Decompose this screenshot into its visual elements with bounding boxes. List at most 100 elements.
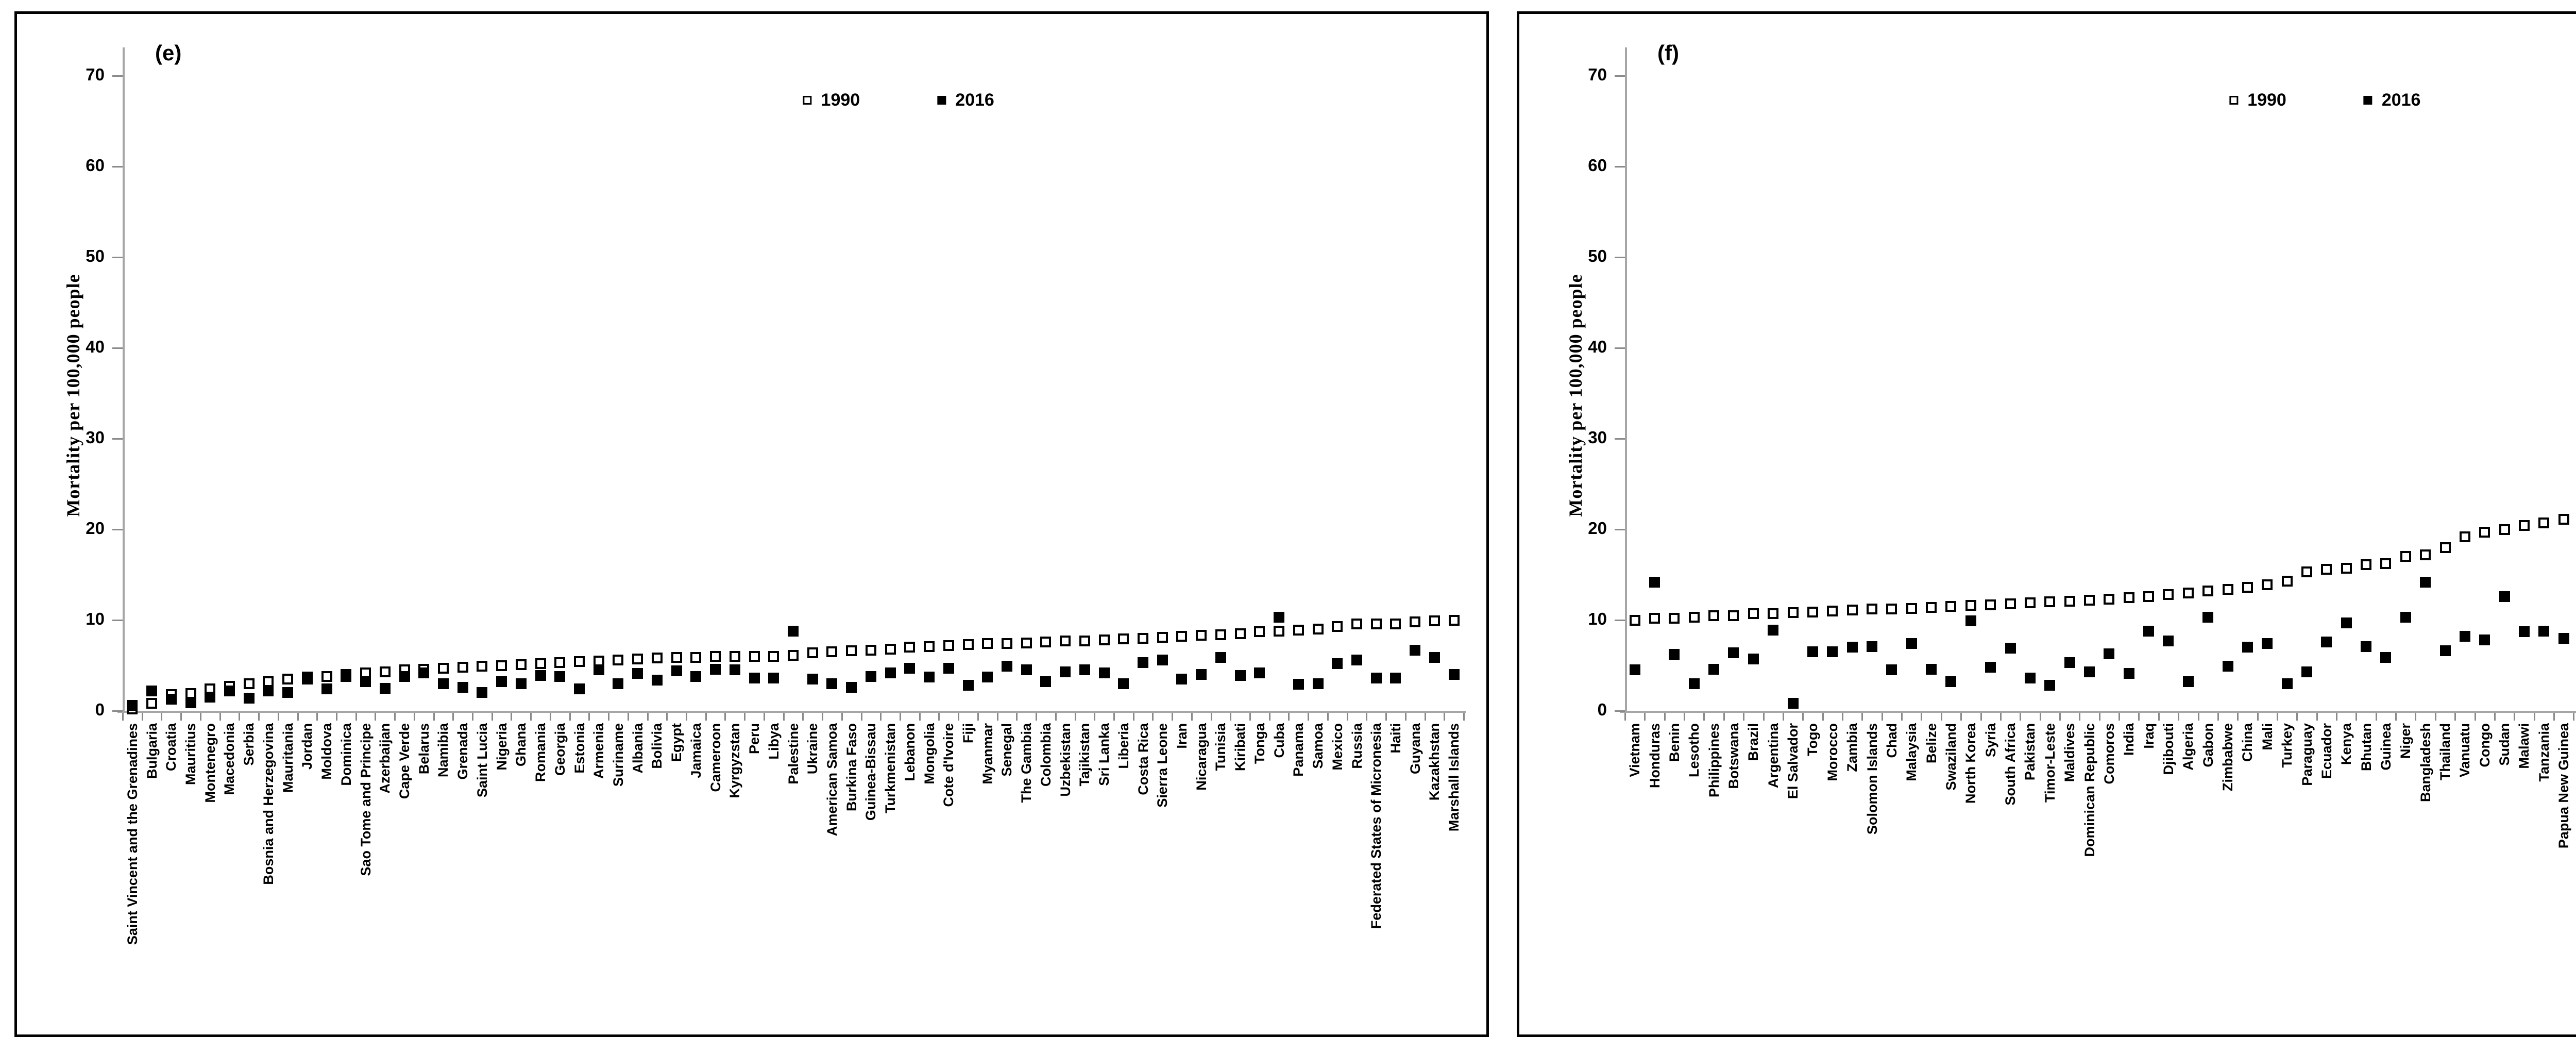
x-tick bbox=[724, 713, 726, 721]
marker-2016-Iran bbox=[1176, 673, 1188, 684]
x-category-label: Macedonia bbox=[222, 723, 238, 795]
x-tick bbox=[2059, 713, 2061, 721]
marker-1990-Cuba bbox=[1274, 625, 1285, 637]
marker-2016-Iraq bbox=[2143, 625, 2155, 637]
x-tick bbox=[2138, 713, 2140, 721]
marker-2016-Palestine bbox=[788, 625, 799, 637]
x-tick bbox=[1980, 713, 1982, 721]
x-category-label: Syria bbox=[1982, 723, 1998, 758]
y-tick-label: 10 bbox=[1588, 609, 1607, 628]
marker-2016-Liberia bbox=[1118, 678, 1129, 689]
marker-1990-Solomon Islands bbox=[1867, 604, 1878, 615]
marker-1990-Kyrgyzstan bbox=[729, 650, 740, 662]
marker-1990-Russia bbox=[1351, 618, 1362, 629]
x-category-label: Djibouti bbox=[2160, 723, 2176, 775]
y-tick bbox=[1615, 620, 1625, 621]
marker-1990-Saint Lucia bbox=[477, 661, 488, 672]
panel-e-letter: (e) bbox=[155, 41, 182, 65]
marker-1990-Thailand bbox=[2439, 542, 2451, 553]
x-category-label: Vietnam bbox=[1627, 723, 1643, 777]
x-tick bbox=[2336, 713, 2338, 721]
x-tick bbox=[355, 713, 357, 721]
x-category-label: Nicaragua bbox=[1193, 723, 1209, 791]
marker-1990-Palestine bbox=[788, 650, 799, 661]
marker-2016-Kazakhstan bbox=[1429, 652, 1440, 663]
marker-2016-Azerbaijan bbox=[379, 682, 391, 694]
marker-1990-Tajikistan bbox=[1079, 635, 1090, 646]
marker-1990-Sierra Leone bbox=[1157, 631, 1168, 643]
marker-1990-Cameroon bbox=[710, 650, 721, 662]
x-category-label: Argentina bbox=[1765, 723, 1781, 789]
x-category-label: Kiribati bbox=[1232, 723, 1248, 772]
x-category-label: El Salvador bbox=[1785, 723, 1801, 799]
marker-2016-Lebanon bbox=[904, 662, 916, 674]
x-category-label: Malawi bbox=[2516, 723, 2532, 769]
marker-1990-Mexico bbox=[1332, 621, 1343, 632]
x-tick bbox=[1999, 713, 2002, 721]
x-tick bbox=[1940, 713, 1942, 721]
x-tick bbox=[161, 713, 163, 721]
marker-1990-El Salvador bbox=[1787, 607, 1799, 619]
x-tick bbox=[1921, 713, 1923, 721]
y-tick bbox=[112, 75, 123, 77]
x-category-label: Sierra Leone bbox=[1155, 723, 1171, 808]
x-tick bbox=[1684, 713, 1686, 721]
marker-2016-Mauritania bbox=[282, 687, 294, 698]
x-category-label: Ghana bbox=[513, 723, 529, 767]
x-category-label: Fiji bbox=[960, 723, 976, 743]
x-category-label: Bosnia and Herzegovina bbox=[260, 723, 276, 885]
marker-2016-Saint Vincent and the Grenadines bbox=[127, 699, 138, 711]
y-tick-label: 0 bbox=[1597, 700, 1607, 719]
x-category-label: Maldives bbox=[2062, 723, 2078, 782]
marker-2016-Jordan bbox=[301, 673, 313, 684]
x-tick bbox=[1822, 713, 1824, 721]
marker-2016-Zambia bbox=[1846, 642, 1858, 653]
marker-2016-Dominican Republic bbox=[2084, 666, 2095, 677]
x-tick bbox=[1444, 713, 1446, 721]
marker-2016-Congo bbox=[2479, 634, 2490, 646]
x-tick bbox=[2553, 713, 2555, 721]
y-tick bbox=[1615, 710, 1625, 712]
marker-2016-Guyana bbox=[1410, 644, 1421, 656]
marker-2016-Tajikistan bbox=[1079, 664, 1090, 676]
y-tick-label: 20 bbox=[1588, 519, 1607, 538]
x-category-label: Bulgaria bbox=[144, 723, 160, 779]
legend-label-2016: 2016 bbox=[2381, 90, 2421, 110]
marker-2016-Guinea-Bissau bbox=[865, 671, 876, 682]
marker-1990-Tonga bbox=[1254, 626, 1265, 638]
filled-square-legend-icon bbox=[2363, 96, 2372, 105]
x-category-label: Madagascar bbox=[2574, 723, 2576, 804]
x-category-label: Egypt bbox=[669, 723, 685, 762]
marker-1990-Bolivia bbox=[651, 653, 663, 664]
x-tick bbox=[1901, 713, 1903, 721]
legend-label-1990: 1990 bbox=[821, 90, 860, 110]
x-category-label: Ecuador bbox=[2318, 723, 2334, 779]
x-category-label: Serbia bbox=[241, 723, 257, 766]
x-tick bbox=[1881, 713, 1883, 721]
marker-2016-Swaziland bbox=[1945, 676, 1957, 688]
y-tick-label: 70 bbox=[86, 65, 105, 84]
marker-2016-Bhutan bbox=[2361, 641, 2372, 652]
x-category-label: Vanuatu bbox=[2457, 723, 2473, 778]
x-category-label: Mauritius bbox=[183, 723, 199, 786]
x-category-label: Sudan bbox=[2497, 723, 2513, 766]
marker-1990-Lebanon bbox=[904, 642, 916, 653]
marker-1990-Malawi bbox=[2518, 520, 2530, 531]
x-tick bbox=[2494, 713, 2496, 721]
marker-2016-Nigeria bbox=[496, 676, 507, 688]
x-tick bbox=[122, 713, 124, 721]
x-tick bbox=[2197, 713, 2199, 721]
legend-item-1990: 1990 bbox=[803, 90, 860, 110]
x-tick bbox=[2158, 713, 2160, 721]
x-category-label: Sri Lanka bbox=[1096, 723, 1112, 786]
x-category-label: Montenegro bbox=[202, 723, 218, 803]
x-tick bbox=[1404, 713, 1406, 721]
marker-2016-Myanmar bbox=[982, 672, 993, 683]
panel-e-legend: 1990 2016 bbox=[803, 90, 994, 110]
x-tick bbox=[841, 713, 843, 721]
x-category-label: American Samoa bbox=[824, 723, 840, 837]
x-category-label: Iraq bbox=[2141, 723, 2157, 749]
marker-1990-Syria bbox=[1985, 599, 1996, 610]
x-category-label: Mongolia bbox=[921, 723, 937, 784]
marker-1990-Guinea-Bissau bbox=[865, 644, 876, 656]
